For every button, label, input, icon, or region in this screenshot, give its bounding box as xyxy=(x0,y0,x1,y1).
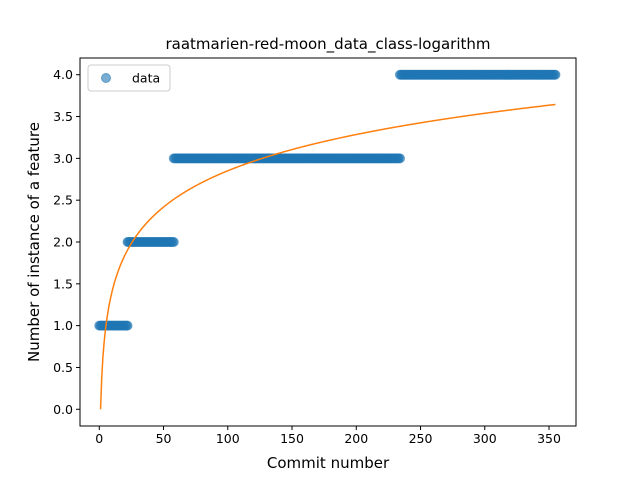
data-point xyxy=(168,237,179,247)
y-axis-title: Number of instance of a feature xyxy=(25,122,43,362)
x-tick-label: 250 xyxy=(409,431,433,446)
x-axis-title: Commit number xyxy=(267,454,390,472)
fit-line xyxy=(99,103,556,410)
x-tick-label: 150 xyxy=(280,431,304,446)
y-tick-label: 3.5 xyxy=(53,109,73,124)
x-tick-label: 350 xyxy=(537,431,561,446)
data-point xyxy=(394,153,405,164)
x-tick-label: 50 xyxy=(156,431,172,446)
data-points xyxy=(94,69,561,331)
legend-box xyxy=(87,64,171,92)
y-tick-label: 2.5 xyxy=(53,193,73,208)
plot-area: 0 50 100 150 200 250 300 350 0.0 0.5 1.0 1.5 2.0 2.5 3… xyxy=(53,57,577,446)
legend-label-data: data xyxy=(132,71,160,86)
legend: data xyxy=(87,64,171,92)
x-tick-label: 0 xyxy=(95,431,103,446)
y-tick-label: 0.0 xyxy=(53,402,73,417)
y-tick-label: 1.0 xyxy=(53,318,73,333)
y-tick-label: 1.5 xyxy=(53,276,73,291)
chart-title: raatmarien-red-moon_data_class-logarithm xyxy=(165,35,490,54)
x-tick-label: 200 xyxy=(344,431,368,446)
x-tick-label: 300 xyxy=(473,431,497,446)
x-tick-label: 100 xyxy=(216,431,240,446)
y-tick-label: 2.0 xyxy=(53,235,73,250)
legend-marker-data xyxy=(101,73,111,83)
y-tick-label: 4.0 xyxy=(53,67,73,82)
y-tick-label: 3.0 xyxy=(53,151,73,166)
y-tick-label: 0.5 xyxy=(53,360,73,375)
data-point xyxy=(550,69,561,80)
data-point xyxy=(122,320,133,331)
